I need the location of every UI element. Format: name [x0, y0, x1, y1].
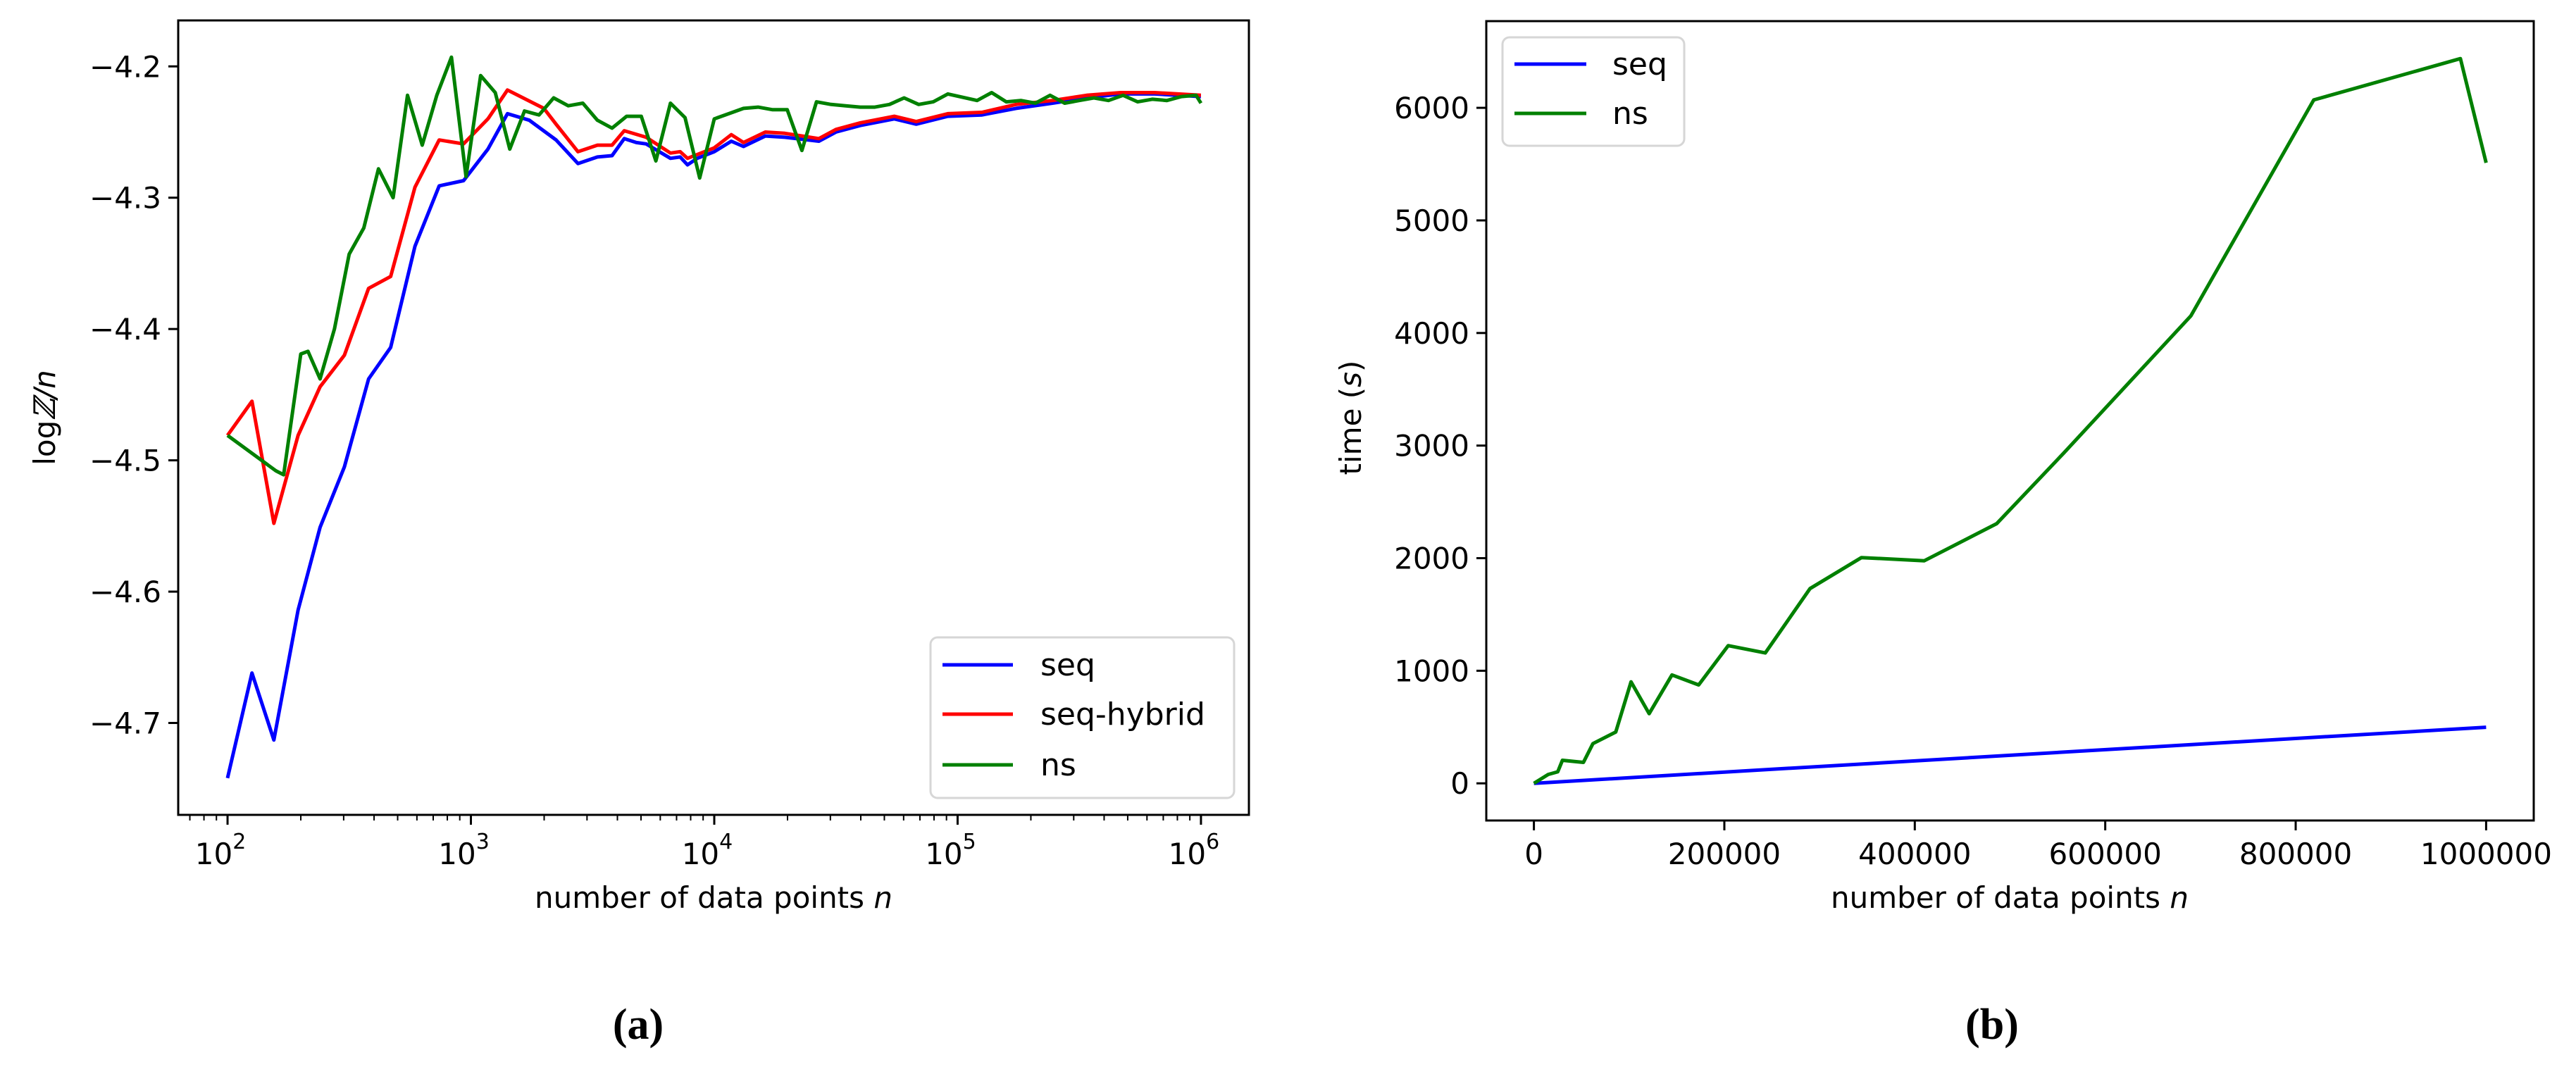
panel-b-y-axis-label: time (s)	[1333, 361, 1368, 475]
panel-b-caption: (b)	[1965, 1001, 2019, 1049]
x-tick-label: 1000000	[2420, 837, 2552, 871]
y-tick-label: 2000	[1394, 542, 1469, 576]
y-tick-label: 6000	[1394, 91, 1469, 125]
panel-a-log-evidence-chart: 102 103 104 105 106 −4.7 −4.6 −4.5 −4.4 −4.3 −4.2…	[27, 19, 1250, 1049]
legend-ns-label: ns	[1612, 96, 1648, 132]
panel-b-x-ticks: 0 200000 400000 600000 800000 1000000	[1524, 820, 2552, 871]
y-tick-label: −4.2	[89, 49, 161, 84]
legend-ns-label: ns	[1040, 747, 1076, 783]
x-tick-label: 200000	[1668, 837, 1781, 871]
y-tick-label: −4.4	[89, 312, 161, 347]
x-tick-label: 400000	[1858, 837, 1971, 871]
series-line-seq	[225, 92, 1202, 779]
y-tick-label: −4.6	[89, 575, 161, 609]
panel-a-caption: (a)	[613, 1001, 664, 1049]
legend-seq-hybrid-label: seq-hybrid	[1040, 697, 1205, 732]
x-tick-label: 106	[1169, 830, 1220, 871]
y-tick-label: −4.5	[89, 444, 161, 478]
y-tick-label: −4.7	[89, 706, 161, 740]
panel-a-axes-frame	[177, 19, 1250, 816]
x-tick-label: 103	[438, 830, 490, 871]
y-tick-label: −4.3	[89, 181, 161, 216]
x-tick-label: 0	[1524, 837, 1543, 871]
panel-b-axes-frame	[1485, 20, 2535, 822]
panel-b-runtime-chart: 0 200000 400000 600000 800000 1000000 0 1000 20…	[1333, 20, 2552, 1049]
panel-a-legend: seq seq-hybrid ns	[929, 636, 1236, 799]
panel-a-y-axis-label: logℤ/n	[27, 370, 62, 465]
x-tick-label: 800000	[2239, 837, 2352, 871]
y-tick-label: 0	[1450, 766, 1469, 801]
legend-seq-label: seq	[1612, 46, 1667, 82]
panel-a-series-lines	[225, 55, 1203, 779]
series-line-ns	[1533, 56, 2488, 785]
y-tick-label: 4000	[1394, 316, 1469, 351]
x-tick-label: 102	[195, 830, 247, 871]
panel-a-x-axis-label: number of data points n	[535, 880, 892, 915]
panel-b-legend: seq ns	[1501, 36, 1686, 147]
panel-b-x-axis-label: number of data points n	[1831, 880, 2189, 915]
series-line-ns	[226, 55, 1203, 477]
x-tick-label: 600000	[2049, 837, 2162, 871]
panel-a-x-ticks: 102 103 104 105 106	[189, 815, 1220, 871]
series-line-seq	[1533, 725, 2487, 785]
y-tick-label: 5000	[1394, 204, 1469, 238]
legend-seq-label: seq	[1040, 647, 1095, 683]
y-tick-label: 1000	[1394, 654, 1469, 688]
panel-b-plot-area	[1486, 21, 2534, 820]
x-tick-label: 105	[925, 830, 976, 871]
panel-a-y-ticks: −4.7 −4.6 −4.5 −4.4 −4.3 −4.2	[89, 49, 178, 740]
panel-a-legend-box	[929, 636, 1236, 799]
y-tick-label: 3000	[1394, 429, 1469, 463]
series-line-seq-hybrid	[225, 88, 1202, 525]
x-tick-label: 104	[682, 830, 733, 871]
panel-b-y-ticks: 0 1000 2000 3000 4000 5000 6000	[1394, 91, 1486, 801]
panel-b-series-lines	[1533, 56, 2488, 785]
